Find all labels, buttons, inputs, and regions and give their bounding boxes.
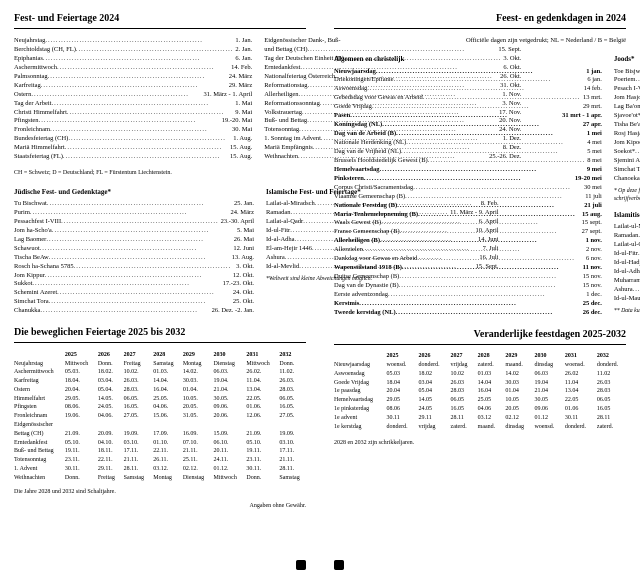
islamic-note-nl: ** Data kunnen afwijken door geografisch… [614,308,640,316]
list-row: Duitse Gemeenschap (B)15 nov. [334,273,602,281]
list-row: Berchtoldstag (CH, FL)2. Jan. [14,46,252,54]
list-row: Lag Ba'omer26 mei [614,103,640,111]
list-row: Christi Himmelfahrt9. Mai [14,109,252,117]
list-row: Jom Kippur12. Okt. [14,272,254,280]
list-row: Poeriem24 mrt. [614,76,640,84]
list-row: Kerstmis25 dec. [334,300,602,308]
list-row: Vlaamse Gemeenschap (B)11 juli [334,193,602,201]
list-row: Chanoeka26 dec. - 2 jan. [614,175,640,183]
list-row: Nationale Herdenking (NL)4 mei [334,139,602,147]
movable-title-nl: Veranderlijke feestdagen 2025-2032 [334,328,626,345]
list-row: Rosj Hasjana 5785*3 okt. [614,130,640,138]
list-row: Allerzielen2 nov. [334,246,602,254]
subtitle-right: Officiële dagen zijn vetgedrukt; NL = Ne… [334,37,626,45]
list-row: Tu Bischwat25. Jan. [14,200,254,208]
list-row: Id-ul-Hadj14-18 juni [614,259,640,267]
list-row: Simchat Tora*25 okt. [614,166,640,174]
list-row: Sjavoe'ot*12 juni [614,112,640,120]
list-row: Karfreitag29. März [14,82,252,90]
list-row: Id-ul-Maulid15 sept. [614,295,640,303]
list-row: Toe Bisjwat25 jan. [614,68,640,76]
list-row: Gebedsdag voor Gewas en Arbeid13 mrt. [334,94,602,102]
list-row: Waals Gewest (B)15 sept. [334,219,602,227]
list-row: Id-ul-Fitr10 apr. [614,250,640,258]
list-row: Neujahrstag1. Jan. [14,37,252,45]
list-row: Epiphanias6. Jan. [14,55,252,63]
list-row: Simchat Tora25. Okt. [14,298,254,306]
page-title-left: Fest- und Feiertage 2024 [14,12,306,29]
list-row: Pessachfest I-VIII23.-30. April [14,218,254,226]
list-row: Pfingsten19.-20. Mai [14,117,252,125]
list-row: Tischa BeAw13. Aug. [14,254,254,262]
islamic-title-nl: Islamitisch** [614,211,640,220]
list-row: Ostern31. März - 1. April [14,91,252,99]
list-row: Soekot*17-23 okt. [614,148,640,156]
list-row: Rosch ha-Schana 57853. Okt. [14,263,254,271]
movable-note2-de: Angaben ohne Gewähr. [14,503,306,511]
logo-icon [296,560,306,570]
list-row: Eerste adventzondag1 dec. [334,291,602,299]
logo-icon [334,560,344,570]
list-row: Goede Vrijdag29 mrt. [334,103,602,111]
list-row: Staatsfeiertag (FL)15. Aug. [14,153,252,161]
list-row: Sukkot17.-23. Okt. [14,280,254,288]
list-row: Franse Gemeenschap (B)27 sept. [334,228,602,236]
jewish-title-de: Jüdische Fest- und Gedenktage* [14,188,254,197]
list-row: Hemelvaartsdag9 mei [334,166,602,174]
list-row: Pesach I-VIII*23-30 apr. [614,85,640,93]
movable-title-de: Die beweglichen Feiertage 2025 bis 2032 [14,326,306,343]
list-row: Pinksteren19-20 mei [334,175,602,183]
list-row: Chanukka26. Dez. -2. Jan. [14,307,254,315]
list-row: Tweede kerstdag (NL)26 dec. [334,309,602,317]
list-row: Muharram 14467 juli [614,277,640,285]
list-row: Ashura16 juli [614,286,640,294]
list-row: Allerheiligen (B)1 nov. [334,237,602,245]
list-row: Jom Hasjoa5 mei [614,94,640,102]
left-col1: Neujahrstag1. Jan.Berchtoldstag (CH, FL)… [14,37,252,162]
list-row: Lailat-ul-Meraj8 feb. [614,223,640,231]
list-row: Sjemini Atseret*24 okt. [614,157,640,165]
list-row: Maria-Tenhemelopneming (B)15 aug. [334,211,602,219]
list-row: Corpus Christi/Sacramentsdag30 mei [334,184,602,192]
movable-table-de: 20252026202720282029203020312032Neujahrs… [14,351,306,483]
jewish-title-nl: Joods* [614,55,640,64]
list-row: Lag Baomer26. Mai [14,236,254,244]
list-row: Aswoensdag14 feb. [334,85,602,93]
list-row: Id-ul-Adha16 juni [614,268,640,276]
list-row: Ramadan11 mrt. - 9 apr. [614,232,640,240]
list-row: Aschermittwoch14. Feb. [14,64,252,72]
list-row: Driekoningen/Epifanie6 jan. [334,76,602,84]
jewish-note-nl: * Op deze feest-, gedenk- en/of treurdag… [614,188,640,203]
list-row: Schemini Azeret24. Okt. [14,289,254,297]
movable-note-de: Die Jahre 2028 und 2032 sind Schaltjahre… [14,489,306,497]
gen-title-nl: Algemeen en christelijk [334,55,602,64]
list-row: Schawuot12. Juni [14,245,254,253]
list-row: Dag van de Arbeid (B)1 mei [334,130,602,138]
list-row: Dankdag voor Gewas en Arbeid6 nov. [334,255,602,263]
list-row: Jom Kipoer*12 okt. [614,139,640,147]
list-row: Koningsdag (NL)27 apr. [334,121,602,129]
list-row: Pasen31 mrt - 1 apr. [334,112,602,120]
movable-note-nl: 2028 en 2032 zijn schrikkeljaren. [334,440,626,448]
list-row: Tag der Arbeit1. Mai [14,100,252,108]
list-row: Lailat-ul-Qadr6 apr. [614,241,640,249]
movable-table-nl: 20252026202720282029203020312032Nieuwjaa… [334,353,626,432]
list-row: Nieuwjaarsdag1 jan. [334,68,602,76]
page-title-right: Feest- en gedenkdagen in 2024 [334,12,626,29]
list-row: Mariä Himmelfahrt15. Aug. [14,144,252,152]
list-row: Fronleichnam30. Mai [14,126,252,134]
list-row: Purim24. März [14,209,254,217]
list-row: Jom ha-Scho'a5. Mai [14,227,254,235]
list-row: Dag van de Dynastie (B)15 nov. [334,282,602,290]
list-row: Brussels Hoofdstedelijk Gewest (B)8 mei [334,157,602,165]
list-row: Palmsonntag24. März [14,73,252,81]
legend: CH = Schweiz; D = Deutschland; FL = Fürs… [14,170,306,178]
list-row: Wapenstilstand 1918 (B)11 nov. [334,264,602,272]
list-row: Bundesfeiertag (CH)1. Aug. [14,135,252,143]
list-row: Tisha Be'av13 aug. [614,121,640,129]
list-row: Nationale Feestdag (B)21 juli [334,202,602,210]
list-row: Dag van de Vrijheid (NL)5 mei [334,148,602,156]
